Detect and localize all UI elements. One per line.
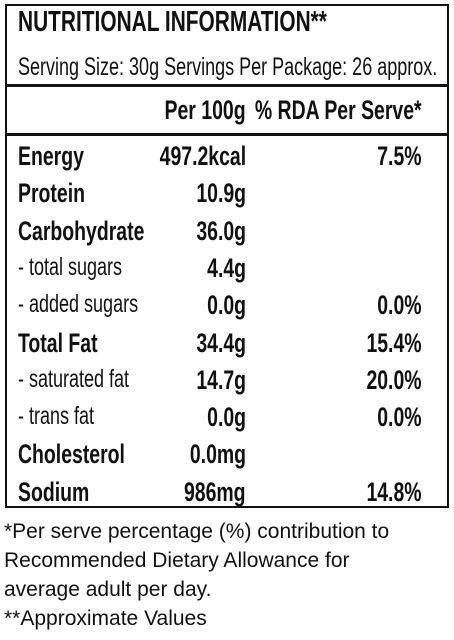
row-label: Protein [18,178,85,209]
rule [7,84,447,87]
rule [7,133,447,136]
per-100g: 497.2kcal [159,141,246,171]
footnote: *Per serve percentage (%) contribution t… [4,520,390,543]
rda-value: 0.0% [377,402,422,433]
row-label: - added sugars [18,290,139,319]
rda-value: 15.4% [366,327,422,358]
rda-value: 7.5% [377,141,422,171]
per-100g: 0.0g [207,402,246,433]
per-100g: 36.0g [196,215,246,246]
rda-value: 20.0% [366,364,422,395]
per-100g: 34.4g [196,327,246,358]
row-label: Total Fat [18,327,98,358]
label-box [5,4,449,508]
per-100g: 986mg [184,476,246,507]
footnote: Recommended Dietary Allowance for [4,549,350,572]
column-header: Per 100g [164,95,246,125]
row-label: - trans fat [18,402,95,431]
rda-value: 0.0% [377,290,422,321]
row-label: Cholesterol [18,439,125,470]
rda-value: 14.8% [366,476,422,507]
footnote: average adult per day. [4,578,212,601]
per-100g: 0.0g [207,290,246,321]
row-label: Sodium [18,476,90,507]
footnote: **Approximate Values [4,607,207,630]
row-label: - saturated fat [18,364,130,393]
per-100g: 0.0mg [189,439,246,470]
per-100g: 10.9g [196,178,246,209]
row-label: Energy [18,141,84,171]
per-100g: 4.4g [207,252,246,283]
title: NUTRITIONAL INFORMATION** [18,6,327,38]
serving-info: Serving Size: 30g Servings Per Package: … [18,53,438,81]
row-label: - total sugars [18,252,123,281]
row-label: Carbohydrate [18,215,145,246]
per-100g: 14.7g [196,364,246,395]
column-header: % RDA Per Serve* [255,95,422,125]
